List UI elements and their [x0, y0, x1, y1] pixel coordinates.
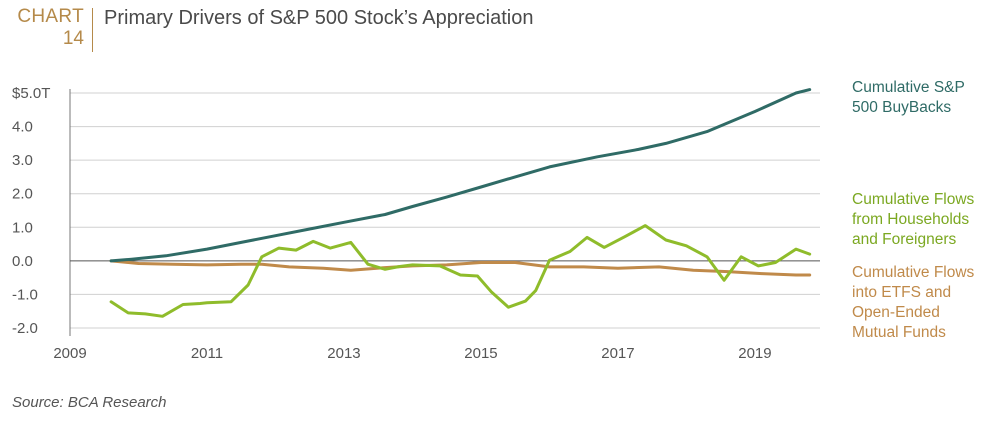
chart-number: 14 [62, 28, 84, 49]
legend-label-buybacks: Cumulative S&P 500 BuyBacks [852, 79, 965, 116]
households-flows-line [109, 224, 812, 318]
y-tick-label: 4.0 [12, 119, 33, 136]
buybacks-line [109, 88, 812, 263]
legend-label-etfs: Cumulative Flows into ETFS and Open-Ende… [852, 264, 975, 341]
y-tick-label: -2.0 [12, 320, 38, 337]
chart-word: CHART [17, 6, 84, 27]
y-tick-label: 3.0 [12, 152, 33, 169]
x-tick-label: 2019 [738, 345, 771, 362]
y-tick-label: 0.0 [12, 253, 33, 270]
chart-title: Primary Drivers of S&P 500 Stock’s Appre… [104, 7, 534, 29]
y-tick-label: 1.0 [12, 219, 33, 236]
etf-flows-line [109, 259, 812, 277]
y-tick-label: $5.0T [12, 85, 50, 102]
y-tick-label: 2.0 [12, 186, 33, 203]
chart-tag: CHART 14 [12, 6, 84, 50]
header-divider [92, 8, 93, 52]
y-tick-label: -1.0 [12, 286, 38, 303]
source-note: Source: BCA Research [12, 394, 167, 411]
x-tick-label: 2013 [327, 345, 360, 362]
x-tick-label: 2011 [191, 345, 223, 362]
x-tick-label: 2015 [464, 345, 497, 362]
x-tick-label: 2009 [53, 345, 86, 362]
legend-label-households: Cumulative Flows from Households and For… [852, 191, 975, 248]
chart-header: CHART 14 Primary Drivers of S&P 500 Stoc… [12, 6, 712, 52]
x-tick-label: 2017 [601, 345, 634, 362]
